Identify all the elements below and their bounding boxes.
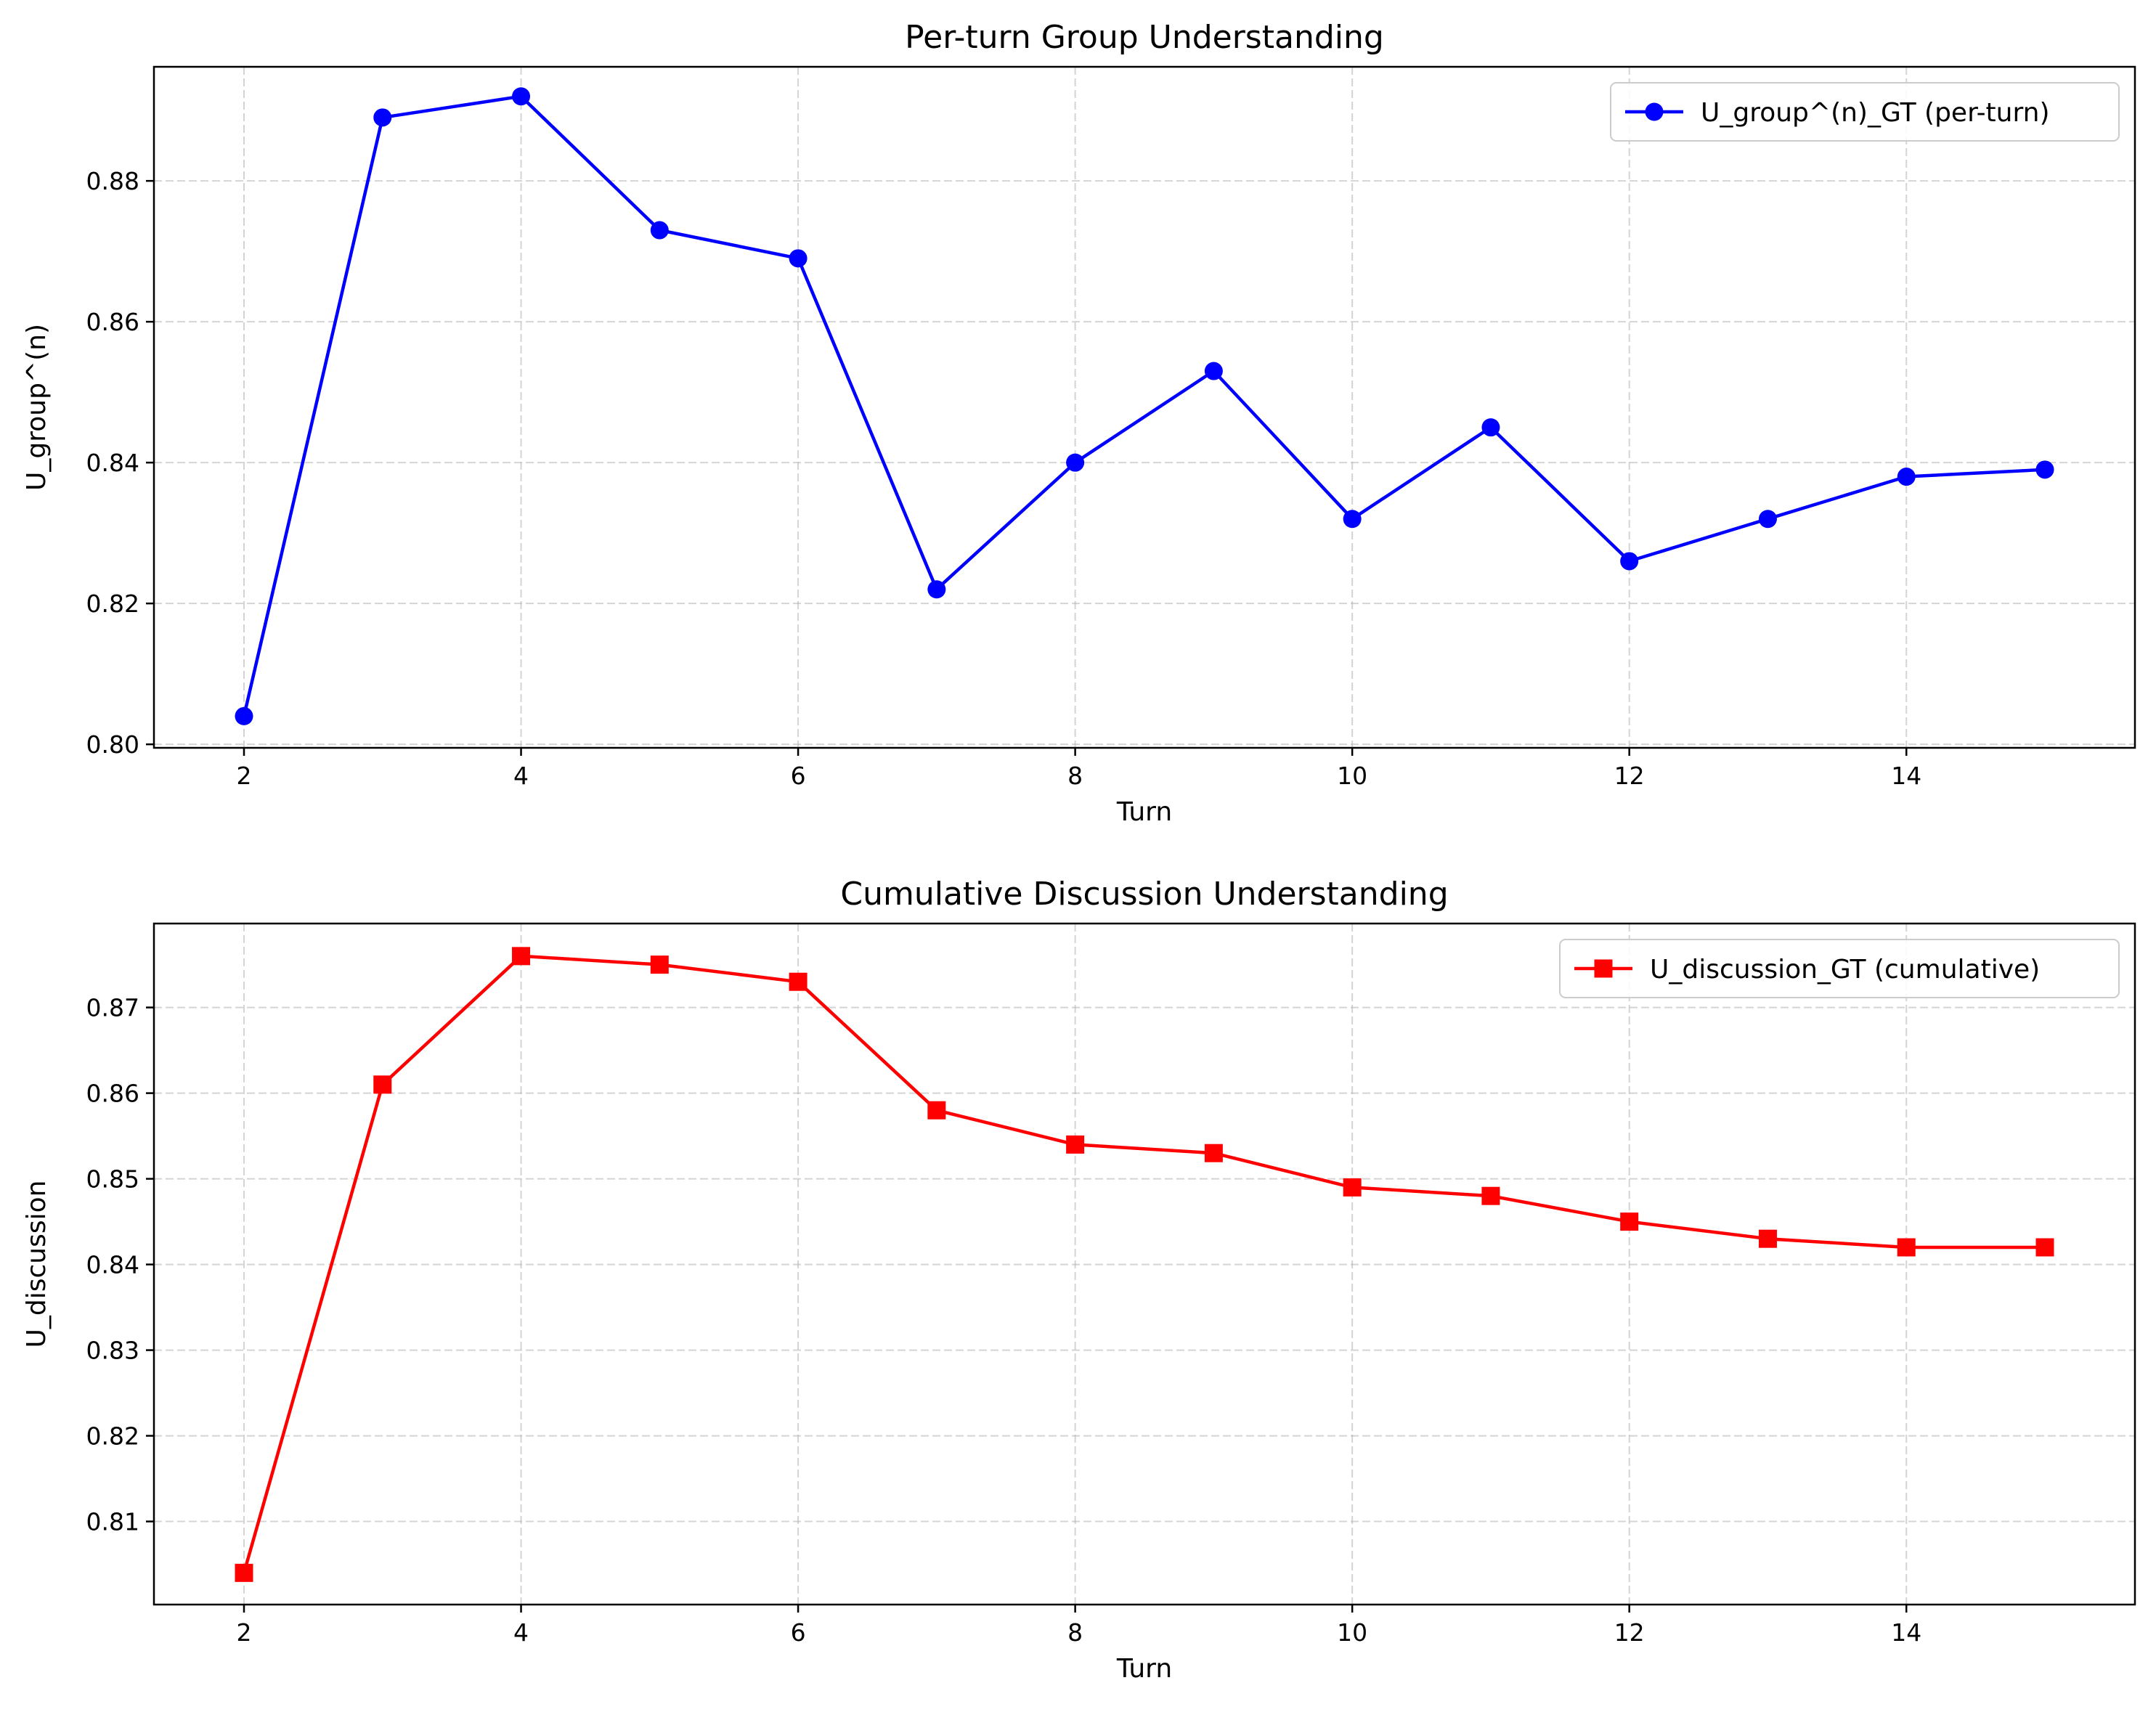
x-tick-label: 12 xyxy=(1614,762,1645,790)
data-point xyxy=(1343,1178,1362,1197)
x-tick-label: 6 xyxy=(791,762,806,790)
y-tick-label: 0.82 xyxy=(86,1422,139,1451)
data-point xyxy=(789,972,808,991)
chart-2: 2 4 6 8 10 12 14 0.81 0.82 0.83 0.84 0.85 0.86 0.87 Cu… xyxy=(22,876,2136,1684)
data-point xyxy=(1204,362,1223,380)
data-point xyxy=(1758,510,1777,529)
data-point xyxy=(235,1563,253,1582)
legend-box xyxy=(1559,939,2120,998)
x-tick-label: 10 xyxy=(1337,762,1367,790)
data-point xyxy=(1481,418,1500,437)
data-point xyxy=(2035,1238,2054,1257)
data-point xyxy=(789,249,808,268)
data-point xyxy=(1066,1135,1085,1154)
y-axis-label: U_group^(n) xyxy=(22,324,52,491)
y-tick-label: 0.86 xyxy=(86,308,139,336)
data-point xyxy=(1343,510,1362,529)
x-tick-label: 8 xyxy=(1067,762,1083,790)
data-point xyxy=(235,706,253,725)
data-point xyxy=(1620,1212,1639,1231)
data-point xyxy=(1897,468,1916,486)
x-tick-label: 14 xyxy=(1891,762,1921,790)
x-tick-label: 4 xyxy=(513,1618,529,1647)
legend: U_discussion_GT (cumulative) xyxy=(1559,939,2120,998)
chart-title: Per-turn Group Understanding xyxy=(905,19,1384,56)
y-axis-label: U_discussion xyxy=(22,1181,52,1348)
chart-title: Cumulative Discussion Understanding xyxy=(840,876,1448,913)
data-point xyxy=(373,1075,392,1094)
data-point xyxy=(2035,460,2054,479)
data-point xyxy=(1481,1186,1500,1205)
series-line xyxy=(242,954,2047,1576)
y-tick-label: 0.85 xyxy=(86,1165,139,1194)
x-tick-label: 4 xyxy=(513,762,529,790)
y-tick-label: 0.82 xyxy=(86,590,139,618)
data-point xyxy=(512,87,531,106)
x-axis-label: Turn xyxy=(1116,797,1172,827)
data-point xyxy=(1758,1229,1777,1248)
y-tick-label: 0.80 xyxy=(86,730,139,759)
y-tick-label: 0.81 xyxy=(86,1508,139,1536)
y-tick-label: 0.88 xyxy=(86,167,139,195)
legend-marker xyxy=(1594,959,1613,978)
legend-marker xyxy=(1645,102,1664,121)
legend-label: U_discussion_GT (cumulative) xyxy=(1650,955,2040,985)
x-tick-label: 6 xyxy=(791,1618,806,1647)
data-point xyxy=(512,947,531,966)
data-point xyxy=(1204,1144,1223,1162)
data-point xyxy=(1897,1238,1916,1257)
y-tick-label: 0.84 xyxy=(86,1251,139,1279)
y-tick-label: 0.86 xyxy=(86,1080,139,1108)
data-point xyxy=(650,221,669,240)
data-point xyxy=(927,580,946,599)
data-point xyxy=(650,955,669,974)
data-point xyxy=(373,108,392,127)
data-point xyxy=(1620,552,1639,571)
x-tick-label: 10 xyxy=(1337,1618,1367,1647)
data-point xyxy=(1066,453,1085,472)
data-point xyxy=(927,1101,946,1120)
chart-1: 2 4 6 8 10 12 14 0.80 0.82 0.84 0.86 0.88 Per-turn G… xyxy=(22,19,2136,827)
x-tick-label: 8 xyxy=(1067,1618,1083,1647)
y-tick-label: 0.84 xyxy=(86,449,139,477)
legend-box xyxy=(1610,82,2120,142)
y-tick-label: 0.87 xyxy=(86,994,139,1022)
x-tick-label: 14 xyxy=(1891,1618,1921,1647)
legend-label: U_group^(n)_GT (per-turn) xyxy=(1701,98,2050,128)
x-axis-label: Turn xyxy=(1116,1654,1172,1684)
x-tick-label: 2 xyxy=(237,1618,252,1647)
legend: U_group^(n)_GT (per-turn) xyxy=(1610,82,2120,142)
y-tick-label: 0.83 xyxy=(86,1337,139,1365)
x-tick-label: 2 xyxy=(237,762,252,790)
series-line xyxy=(242,94,2047,718)
x-tick-label: 12 xyxy=(1614,1618,1645,1647)
axes-frame xyxy=(152,65,2136,749)
